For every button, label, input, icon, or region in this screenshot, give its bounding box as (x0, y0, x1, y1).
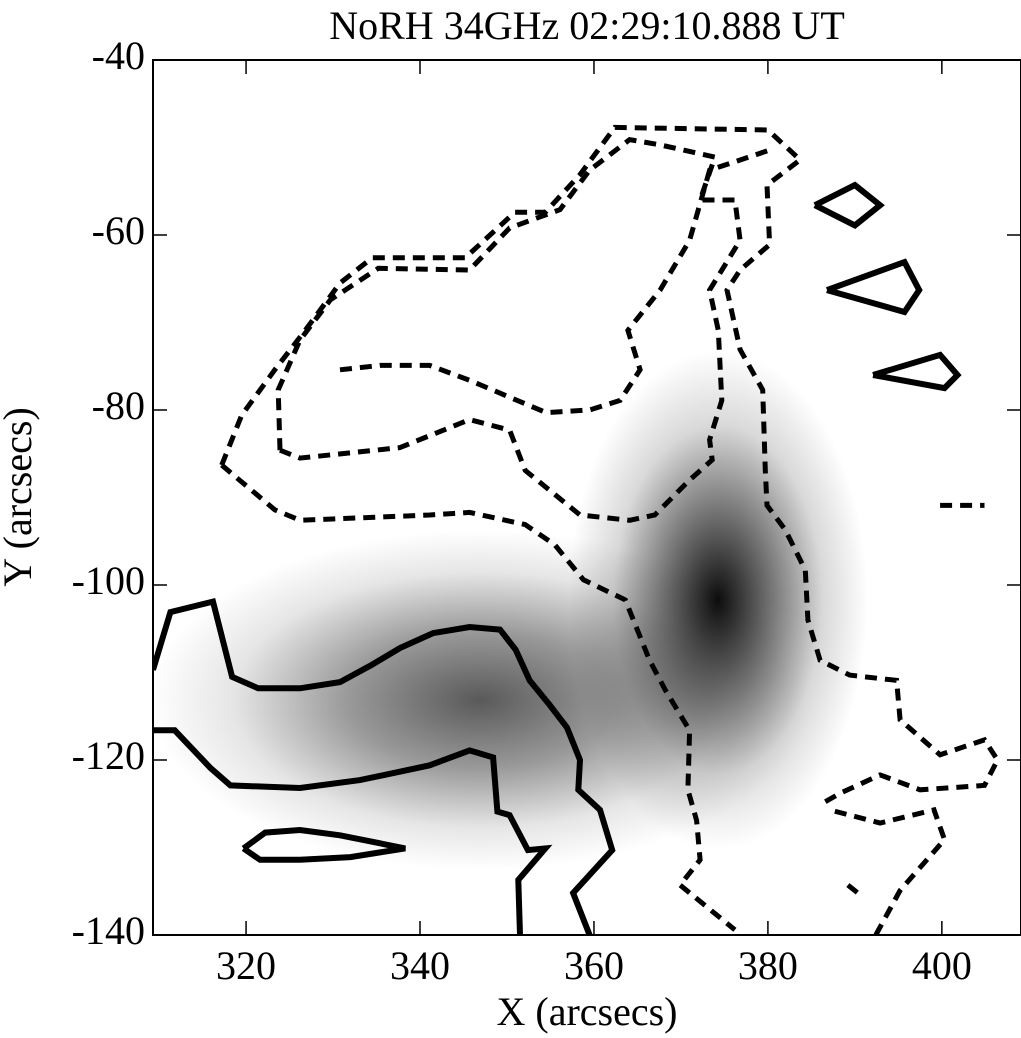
x-tick-label: 340 (390, 943, 450, 988)
emission-core (568, 350, 868, 850)
image (153, 350, 868, 870)
y-tick-label: -140 (72, 908, 145, 953)
x-axis-label: X (arcsecs) (497, 989, 678, 1034)
contour-line (872, 351, 962, 392)
x-tick-label: 320 (216, 943, 276, 988)
contour-line (846, 883, 862, 897)
plot-frame (152, 59, 1021, 936)
contour-line (153, 727, 553, 935)
contour-line (153, 597, 616, 935)
x-tick-label: 400 (912, 943, 972, 988)
chart-title: NoRH 34GHz 02:29:10.888 UT (329, 3, 845, 48)
contour-line (275, 136, 743, 523)
y-tick-label: -60 (92, 208, 145, 253)
contour-line (829, 806, 948, 935)
contour-line (339, 147, 771, 416)
contour-line (825, 258, 923, 316)
contour-line (241, 826, 406, 863)
x-tick-label: 380 (738, 943, 798, 988)
y-tick-label: -120 (72, 733, 145, 778)
x-tick-label: 360 (564, 943, 624, 988)
y-tick-label: -100 (72, 558, 145, 603)
y-tick-label: -40 (92, 33, 145, 78)
contour-line (219, 124, 1001, 807)
contour-line (220, 463, 737, 932)
contours (153, 124, 1001, 935)
contour-line (813, 181, 885, 229)
y-tick-label: -80 (92, 383, 145, 428)
y-axis-label: Y (arcsecs) (0, 407, 40, 587)
